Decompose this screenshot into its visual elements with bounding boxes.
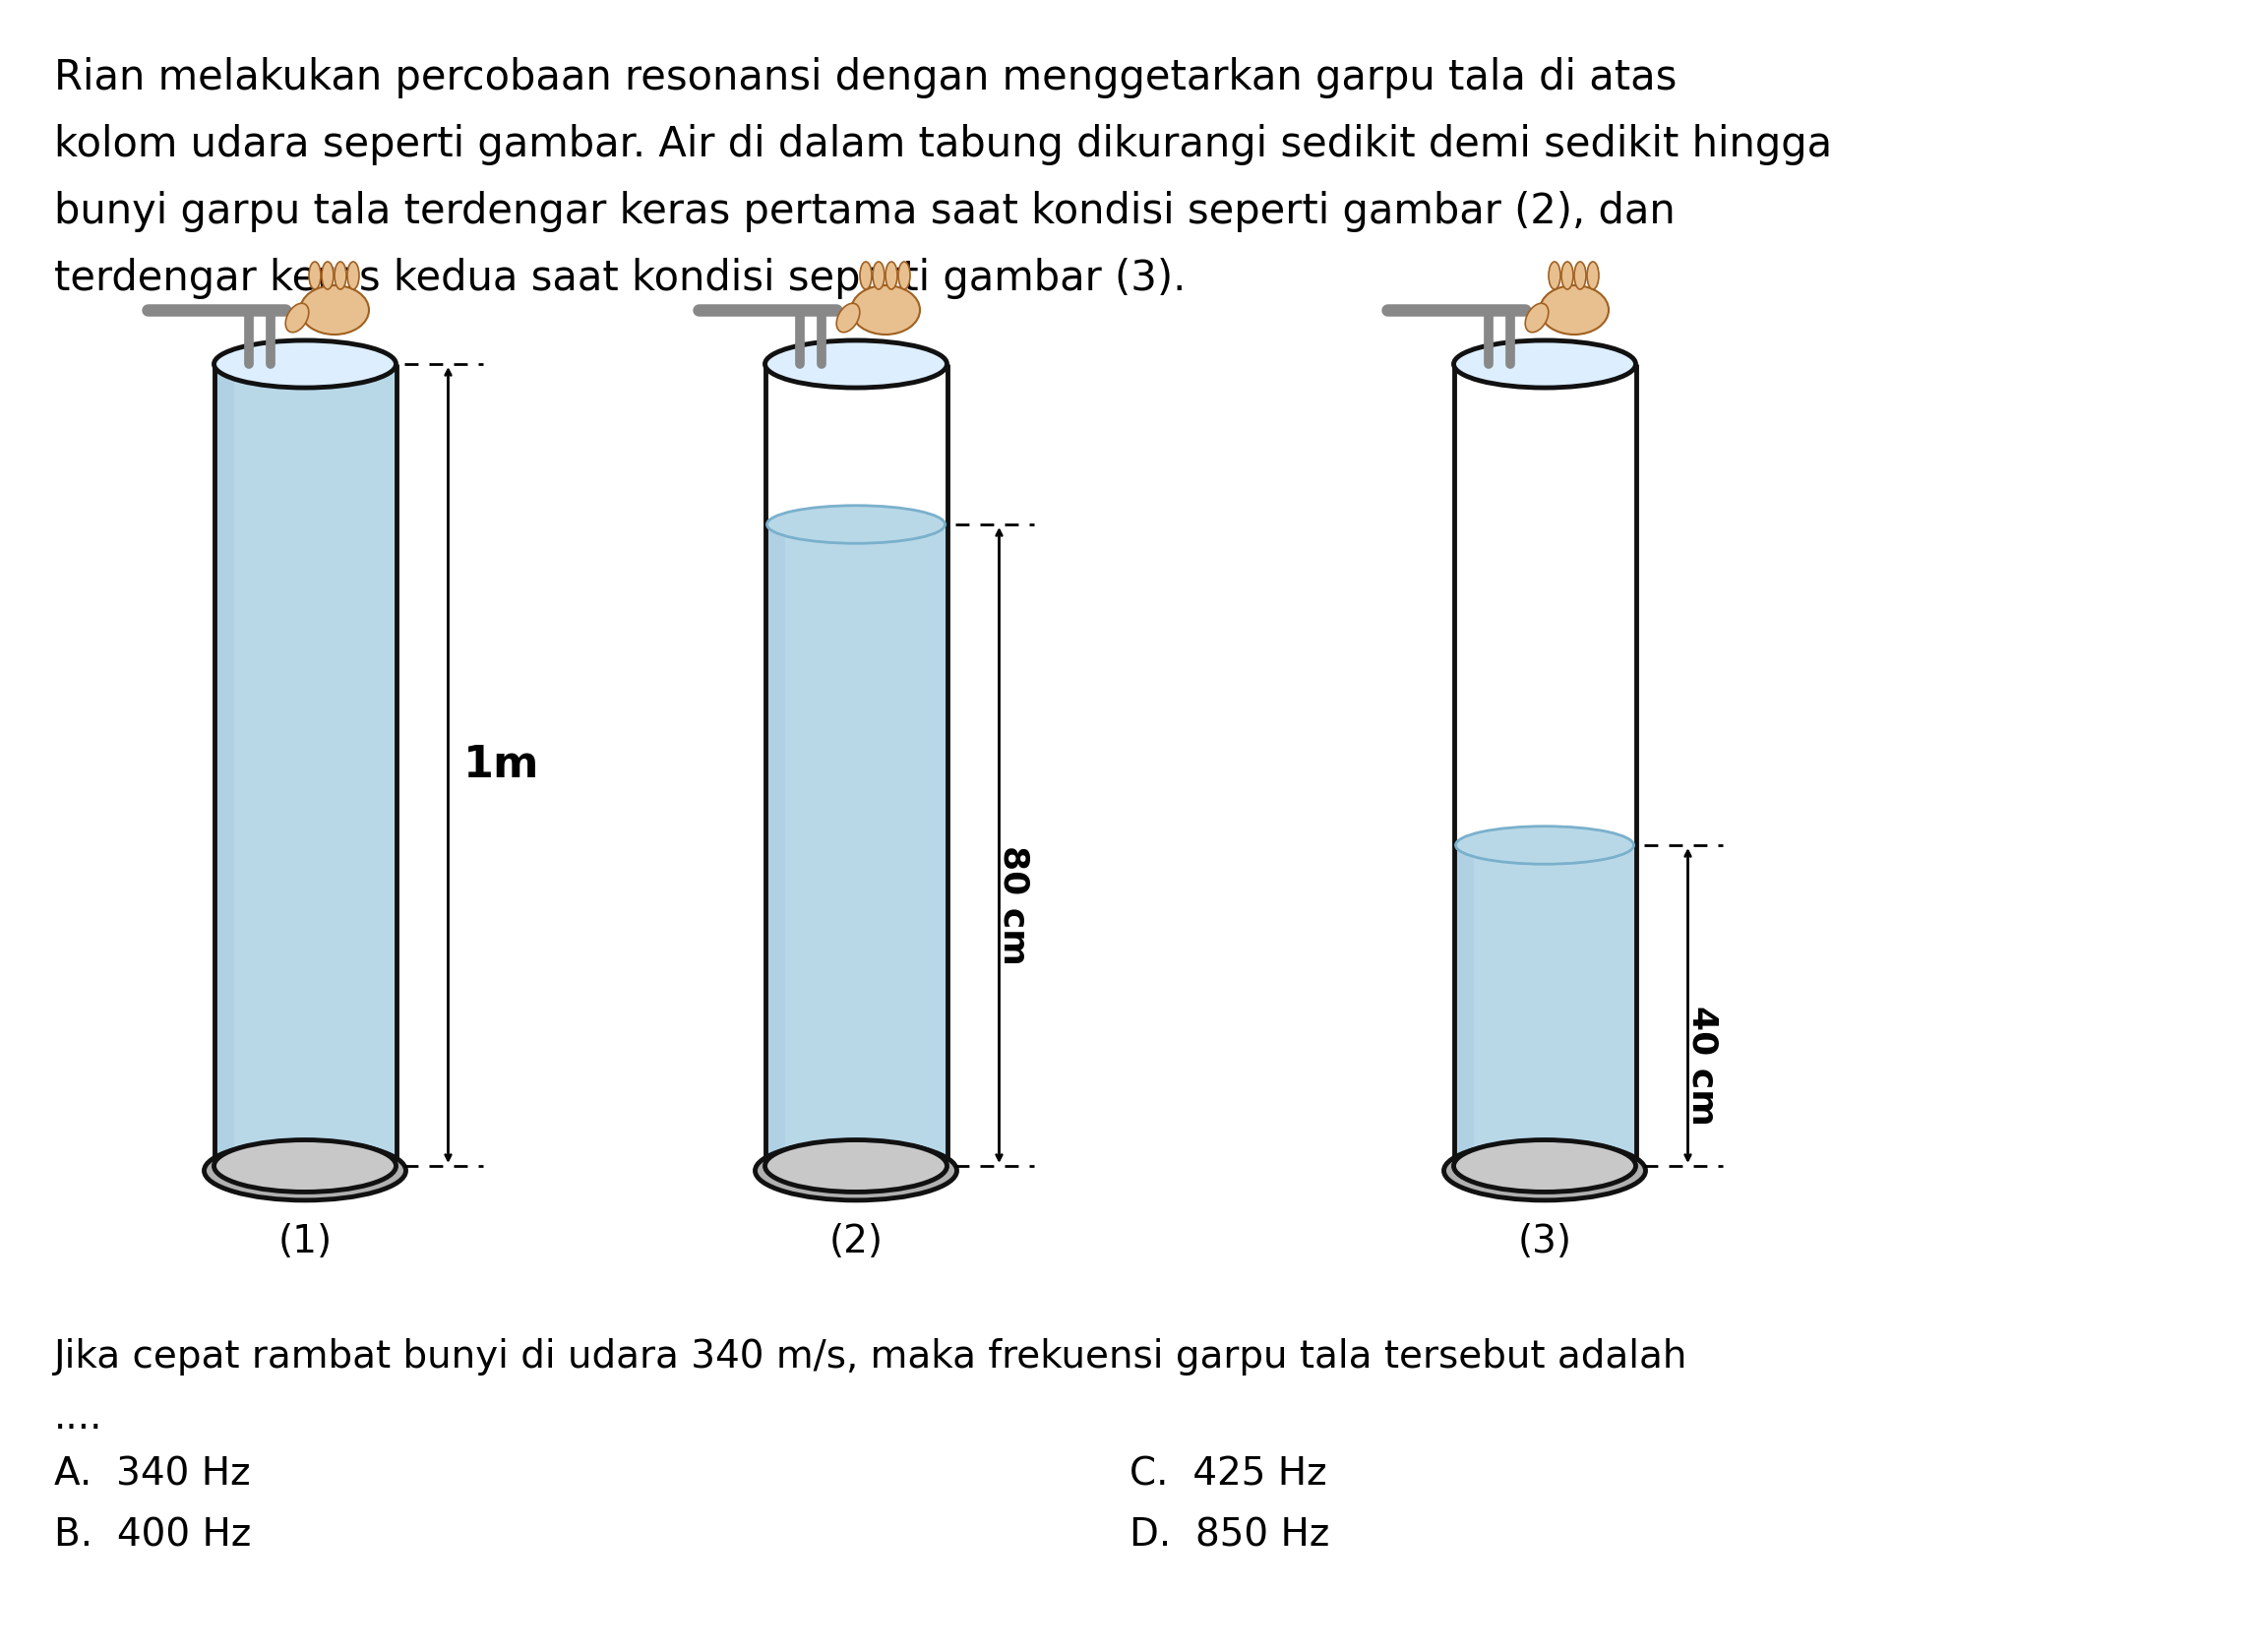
Ellipse shape bbox=[755, 1142, 958, 1201]
Ellipse shape bbox=[852, 286, 919, 335]
Bar bbox=[217, 367, 393, 1166]
Ellipse shape bbox=[215, 340, 395, 388]
Text: (3): (3) bbox=[1518, 1222, 1572, 1260]
Text: A.  340 Hz: A. 340 Hz bbox=[54, 1455, 251, 1493]
Text: bunyi garpu tala terdengar keras pertama saat kondisi seperti gambar (2), dan: bunyi garpu tala terdengar keras pertama… bbox=[54, 192, 1676, 233]
Ellipse shape bbox=[321, 261, 334, 289]
Ellipse shape bbox=[300, 286, 368, 335]
Ellipse shape bbox=[1575, 261, 1586, 289]
Ellipse shape bbox=[886, 261, 897, 289]
Ellipse shape bbox=[1455, 340, 1636, 388]
Bar bbox=[1455, 846, 1633, 1166]
Ellipse shape bbox=[1455, 826, 1633, 864]
Text: (1): (1) bbox=[278, 1222, 332, 1260]
Ellipse shape bbox=[768, 506, 944, 544]
Ellipse shape bbox=[1455, 1140, 1636, 1193]
Text: (2): (2) bbox=[829, 1222, 883, 1260]
Ellipse shape bbox=[899, 261, 910, 289]
Ellipse shape bbox=[766, 340, 947, 388]
Ellipse shape bbox=[1525, 304, 1547, 332]
Ellipse shape bbox=[861, 261, 872, 289]
Ellipse shape bbox=[348, 261, 359, 289]
Bar bbox=[768, 524, 944, 1166]
Ellipse shape bbox=[1550, 261, 1561, 289]
Ellipse shape bbox=[203, 1142, 407, 1201]
Ellipse shape bbox=[215, 1140, 395, 1193]
Ellipse shape bbox=[766, 1140, 947, 1193]
Bar bbox=[1455, 846, 1473, 1166]
Text: terdengar keras kedua saat kondisi seperti gambar (3).: terdengar keras kedua saat kondisi seper… bbox=[54, 258, 1186, 299]
Text: B.  400 Hz: B. 400 Hz bbox=[54, 1517, 251, 1555]
Ellipse shape bbox=[334, 261, 346, 289]
Ellipse shape bbox=[285, 304, 309, 332]
Text: 40 cm: 40 cm bbox=[1685, 1006, 1719, 1125]
Ellipse shape bbox=[872, 261, 886, 289]
Ellipse shape bbox=[309, 261, 321, 289]
Ellipse shape bbox=[1561, 261, 1572, 289]
Text: C.  425 Hz: C. 425 Hz bbox=[1130, 1455, 1326, 1493]
Ellipse shape bbox=[836, 304, 861, 332]
Text: ....: .... bbox=[54, 1399, 104, 1437]
Text: 80 cm: 80 cm bbox=[996, 846, 1030, 965]
Ellipse shape bbox=[1541, 286, 1608, 335]
Text: 1m: 1m bbox=[463, 743, 540, 786]
Text: D.  850 Hz: D. 850 Hz bbox=[1130, 1517, 1331, 1555]
Ellipse shape bbox=[1588, 261, 1599, 289]
Bar bbox=[217, 367, 233, 1166]
Text: kolom udara seperti gambar. Air di dalam tabung dikurangi sedikit demi sedikit h: kolom udara seperti gambar. Air di dalam… bbox=[54, 124, 1832, 165]
Text: Rian melakukan percobaan resonansi dengan menggetarkan garpu tala di atas: Rian melakukan percobaan resonansi denga… bbox=[54, 58, 1676, 99]
Text: Jika cepat rambat bunyi di udara 340 m/s, maka frekuensi garpu tala tersebut ada: Jika cepat rambat bunyi di udara 340 m/s… bbox=[54, 1338, 1687, 1376]
Bar bbox=[768, 524, 784, 1166]
Ellipse shape bbox=[1444, 1142, 1645, 1201]
